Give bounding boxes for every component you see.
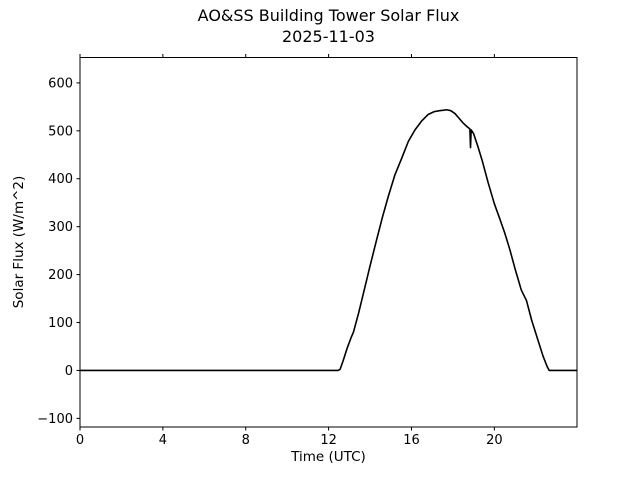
y-tick-label: 200 — [48, 268, 73, 283]
x-axis-label: Time (UTC) — [291, 449, 366, 465]
y-tick-label: 600 — [48, 76, 73, 91]
axes-frame — [79, 57, 578, 428]
x-tick-label: 8 — [242, 433, 250, 448]
x-tick-label: 4 — [159, 433, 167, 448]
chart-title-block: AO&SS Building Tower Solar Flux 2025-11-… — [80, 5, 577, 47]
y-axis-label: Solar Flux (W/m^2) — [11, 175, 27, 309]
x-tick-label: 20 — [486, 433, 503, 448]
y-tick-label: 300 — [48, 220, 73, 235]
x-tick-label: 0 — [76, 433, 84, 448]
y-tick-label: 100 — [48, 316, 73, 331]
y-tick-label: 400 — [48, 172, 73, 187]
y-tick-label: −100 — [37, 412, 73, 427]
chart-title: AO&SS Building Tower Solar Flux — [197, 6, 460, 25]
chart-subtitle: 2025-11-03 — [282, 27, 375, 46]
x-tick-label: 12 — [320, 433, 337, 448]
x-tick-label: 16 — [403, 433, 420, 448]
y-tick-label: 500 — [48, 124, 73, 139]
y-tick-label: 0 — [65, 364, 73, 379]
solar-flux-line — [79, 108, 578, 372]
